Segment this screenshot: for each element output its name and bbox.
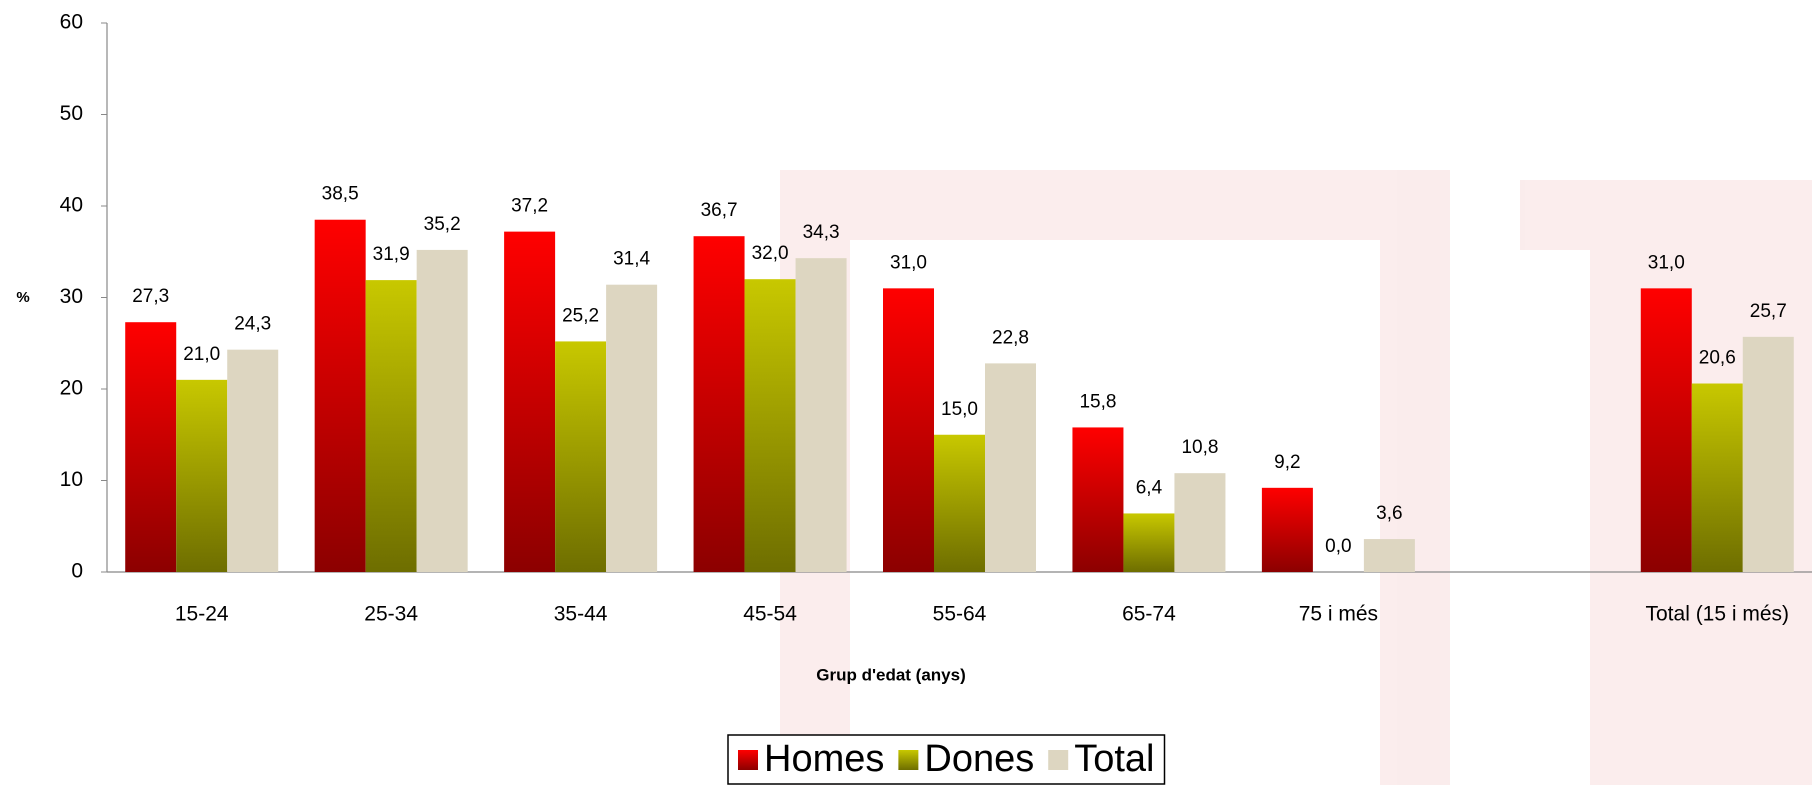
bar bbox=[1363, 539, 1415, 572]
bar bbox=[1261, 487, 1313, 572]
legend-label: Total bbox=[1074, 738, 1154, 780]
bar bbox=[1072, 427, 1124, 572]
bar bbox=[606, 284, 658, 572]
value-label: 6,4 bbox=[1136, 477, 1163, 498]
value-label: 31,4 bbox=[613, 249, 650, 270]
y-tick-label: 50 bbox=[60, 102, 83, 125]
x-axis-label: Grup d'edat (anys) bbox=[816, 665, 966, 684]
bar bbox=[934, 434, 985, 572]
value-label: 38,5 bbox=[322, 184, 359, 205]
value-label: 35,2 bbox=[424, 214, 461, 235]
bar bbox=[1123, 513, 1175, 572]
legend: Homes Dones Total bbox=[727, 734, 1166, 785]
y-tick-label: 30 bbox=[60, 285, 83, 308]
y-tick-label: 20 bbox=[60, 377, 83, 400]
bar bbox=[504, 231, 556, 572]
legend-swatch bbox=[1048, 750, 1069, 770]
bar bbox=[1640, 288, 1692, 572]
bar bbox=[555, 341, 607, 572]
y-tick-label: 60 bbox=[60, 11, 83, 34]
x-tick-label: 75 i més bbox=[1299, 603, 1378, 626]
bar bbox=[883, 288, 934, 572]
value-label: 32,0 bbox=[752, 243, 789, 264]
value-label: 15,8 bbox=[1079, 391, 1116, 412]
bar bbox=[795, 258, 847, 572]
value-label: 34,3 bbox=[803, 222, 840, 243]
bar bbox=[985, 363, 1036, 572]
bar bbox=[125, 322, 177, 572]
value-label: 0,0 bbox=[1325, 536, 1351, 557]
bar bbox=[1691, 383, 1743, 572]
legend-swatch bbox=[738, 750, 758, 770]
x-tick-label: 55-64 bbox=[933, 603, 987, 626]
legend-label: Homes bbox=[764, 738, 884, 780]
legend-label: Dones bbox=[924, 738, 1034, 780]
y-tick-label: 40 bbox=[60, 194, 83, 217]
value-label: 31,9 bbox=[373, 244, 410, 265]
value-label: 27,3 bbox=[132, 286, 169, 307]
value-label: 24,3 bbox=[234, 314, 271, 335]
y-tick-label: 0 bbox=[71, 560, 83, 583]
value-label: 25,2 bbox=[562, 305, 599, 326]
bar bbox=[693, 236, 745, 572]
bar bbox=[1174, 473, 1226, 572]
x-tick-label: Total (15 i més) bbox=[1646, 603, 1790, 626]
value-label: 36,7 bbox=[701, 200, 738, 221]
value-label: 25,7 bbox=[1750, 301, 1787, 322]
bar bbox=[744, 279, 796, 572]
bar bbox=[176, 379, 228, 572]
x-tick-label: 65-74 bbox=[1122, 603, 1176, 626]
x-tick-label: 25-34 bbox=[364, 603, 418, 626]
bar bbox=[1742, 336, 1794, 572]
legend-box bbox=[727, 734, 1166, 785]
bar bbox=[227, 349, 279, 572]
value-label: 3,6 bbox=[1376, 503, 1402, 524]
y-tick-label: 10 bbox=[60, 468, 83, 491]
value-label: 10,8 bbox=[1181, 437, 1218, 458]
bar bbox=[365, 280, 417, 572]
value-label: 15,0 bbox=[941, 399, 978, 420]
value-label: 9,2 bbox=[1274, 452, 1300, 473]
value-label: 21,0 bbox=[183, 344, 220, 365]
value-label: 22,8 bbox=[992, 327, 1029, 348]
bar bbox=[416, 249, 468, 573]
x-tick-label: 45-54 bbox=[743, 603, 797, 626]
value-label: 31,0 bbox=[890, 252, 927, 273]
value-label: 37,2 bbox=[511, 196, 548, 217]
y-axis-label: % bbox=[16, 289, 29, 306]
value-label: 31,0 bbox=[1648, 252, 1685, 273]
bar bbox=[314, 219, 366, 572]
x-tick-label: 35-44 bbox=[554, 603, 608, 626]
value-label: 20,6 bbox=[1699, 348, 1736, 369]
legend-swatch bbox=[898, 750, 919, 770]
x-tick-label: 15-24 bbox=[175, 603, 229, 626]
